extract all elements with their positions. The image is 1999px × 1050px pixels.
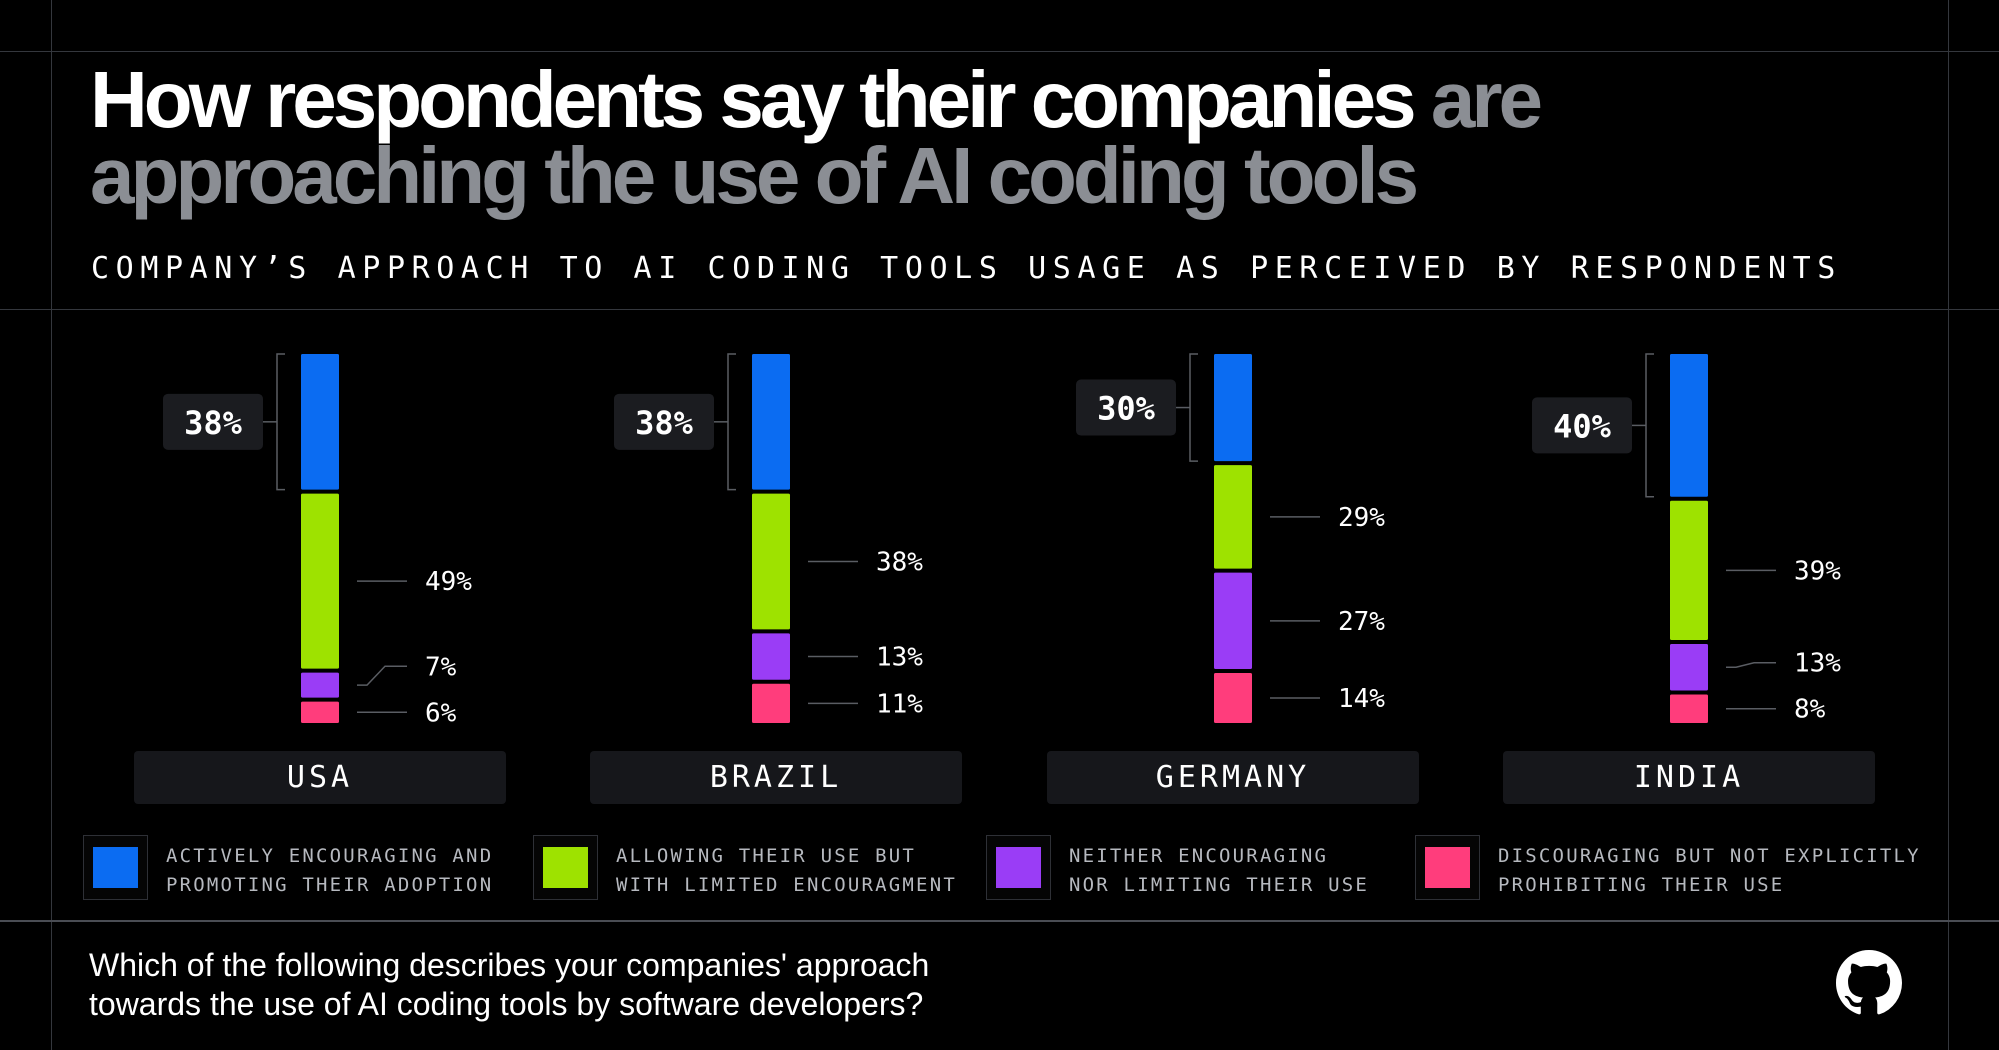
value-label-usa-2: 7% xyxy=(425,652,457,682)
legend-label: NEITHER ENCOURAGING NOR LIMITING THEIR US… xyxy=(1069,842,1369,900)
github-icon xyxy=(1836,950,1902,1015)
bar-segment-germany-0 xyxy=(1214,354,1252,462)
legend-label-line: PROHIBITING THEIR USE xyxy=(1498,874,1785,896)
country-label-india: INDIA xyxy=(1503,751,1875,804)
value-label-usa-0: 38% xyxy=(184,404,243,442)
bar-segment-usa-3 xyxy=(301,701,339,723)
country-label-germany: GERMANY xyxy=(1047,751,1419,804)
frame-line-footer xyxy=(0,920,1999,922)
frame-line-right xyxy=(1948,0,1949,1050)
question-line-2: towards the use of AI coding tools by so… xyxy=(89,986,924,1022)
bracket-brazil xyxy=(727,353,736,491)
legend-swatch xyxy=(93,847,138,888)
bar-segment-india-3 xyxy=(1670,694,1708,723)
legend-swatch-box xyxy=(986,835,1051,900)
value-label-usa-3: 6% xyxy=(425,698,457,728)
value-label-germany-0: 30% xyxy=(1097,390,1156,428)
bar-segment-brazil-3 xyxy=(752,683,790,723)
top-value-box-india xyxy=(1532,397,1632,454)
bracket-india xyxy=(1645,353,1654,498)
legend-label-line: DISCOURAGING BUT NOT EXPLICITLY xyxy=(1498,845,1921,867)
legend-label-line: ALLOWING THEIR USE BUT xyxy=(616,845,917,867)
legend-label: ALLOWING THEIR USE BUT WITH LIMITED ENCOU… xyxy=(616,842,957,900)
legend-label: ACTIVELY ENCOURAGING AND PROMOTING THEIR … xyxy=(166,842,493,900)
top-value-box-brazil xyxy=(614,393,714,450)
bar-segment-brazil-2 xyxy=(752,633,790,680)
bar-segment-brazil-1 xyxy=(752,493,790,630)
bar-segment-brazil-0 xyxy=(752,354,790,490)
legend-label-line: PROMOTING THEIR ADOPTION xyxy=(166,874,494,896)
legend-label-line: ACTIVELY ENCOURAGING AND xyxy=(166,845,494,867)
bracket-germany xyxy=(1189,353,1198,462)
title-main: How respondents say their companies xyxy=(90,55,1417,144)
chart-subtitle: COMPANY’S APPROACH TO AI CODING TOOLS US… xyxy=(91,251,1842,286)
value-label-brazil-2: 13% xyxy=(876,643,923,673)
survey-question: Which of the following describes your co… xyxy=(89,946,929,1024)
legend-label-line: NOR LIMITING THEIR USE xyxy=(1069,874,1370,896)
value-label-india-2: 13% xyxy=(1794,649,1841,679)
bar-segment-india-2 xyxy=(1670,644,1708,691)
legend-swatch-box xyxy=(83,835,148,900)
bar-segment-usa-1 xyxy=(301,493,339,669)
question-line-1: Which of the following describes your co… xyxy=(89,947,930,983)
value-label-germany-3: 14% xyxy=(1338,684,1385,714)
frame-line-left xyxy=(51,0,52,1050)
value-label-brazil-1: 38% xyxy=(876,547,923,577)
chart-title: How respondents say their companies are … xyxy=(90,60,1890,216)
legend-label-line: NEITHER ENCOURAGING xyxy=(1069,845,1329,867)
value-label-india-3: 8% xyxy=(1794,695,1826,725)
value-label-india-0: 40% xyxy=(1553,407,1612,445)
value-label-germany-1: 29% xyxy=(1338,503,1385,533)
value-label-germany-2: 27% xyxy=(1338,607,1385,637)
value-label-india-1: 39% xyxy=(1794,556,1841,586)
value-label-usa-1: 49% xyxy=(425,567,472,597)
legend-swatch xyxy=(1425,847,1470,888)
bar-segment-india-0 xyxy=(1670,354,1708,497)
bar-segment-germany-3 xyxy=(1214,673,1252,723)
bar-segment-germany-1 xyxy=(1214,465,1252,569)
legend-swatch-box xyxy=(533,835,598,900)
bracket-usa xyxy=(276,353,285,491)
legend-label-line: WITH LIMITED ENCOURAGMENT xyxy=(616,874,957,896)
leader-line xyxy=(357,665,407,686)
legend-swatch xyxy=(996,847,1041,888)
top-value-box-usa xyxy=(163,393,263,450)
leader-line xyxy=(1726,661,1776,668)
bar-segment-india-1 xyxy=(1670,500,1708,641)
country-label-brazil: BRAZIL xyxy=(590,751,962,804)
frame-line-top xyxy=(0,51,1999,52)
value-label-brazil-3: 11% xyxy=(876,689,923,719)
title-accent: are approaching the use of AI coding too… xyxy=(90,55,1543,220)
bar-segment-usa-0 xyxy=(301,354,339,490)
bar-segment-germany-2 xyxy=(1214,572,1252,670)
legend-swatch xyxy=(543,847,588,888)
top-value-box-germany xyxy=(1076,379,1176,436)
country-label-usa: USA xyxy=(134,751,506,804)
frame-line-header xyxy=(0,309,1999,310)
legend-label: DISCOURAGING BUT NOT EXPLICITLY PROHIBITI… xyxy=(1498,842,1921,900)
bar-segment-usa-2 xyxy=(301,672,339,698)
legend-swatch-box xyxy=(1415,835,1480,900)
value-label-brazil-0: 38% xyxy=(635,404,694,442)
